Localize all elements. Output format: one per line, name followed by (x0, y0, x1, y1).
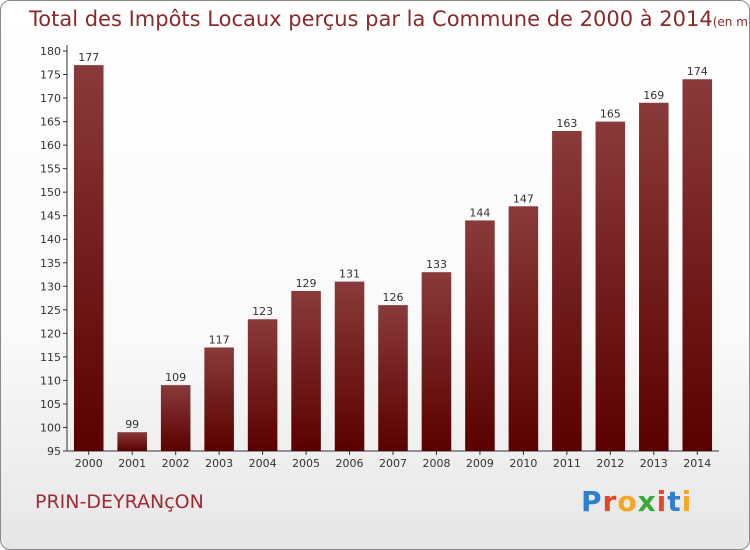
data-label: 131 (339, 268, 360, 281)
x-tick-label: 2011 (553, 457, 581, 470)
bar (160, 385, 191, 451)
y-tick-label: 180 (40, 45, 61, 58)
y-tick-label: 165 (40, 116, 61, 129)
data-label: 144 (469, 206, 490, 219)
x-tick-label: 2006 (336, 457, 364, 470)
x-tick-label: 2013 (640, 457, 668, 470)
x-tick-label: 2000 (75, 457, 103, 470)
data-label: 169 (643, 89, 664, 102)
y-tick-label: 130 (40, 280, 61, 293)
y-tick-label: 115 (40, 351, 61, 364)
data-label: 165 (600, 108, 621, 121)
chart-subtitle: (en milliers d'€) (712, 15, 750, 29)
y-tick-label: 175 (40, 69, 61, 82)
bar (204, 347, 234, 451)
y-tick-label: 170 (40, 92, 61, 105)
bar (639, 102, 669, 451)
logo-letter: i (681, 485, 693, 518)
bar (334, 281, 365, 451)
commune-label: PRIN-DEYRANçON (35, 491, 204, 513)
x-tick-label: 2003 (205, 457, 233, 470)
x-tick-label: 2005 (292, 457, 320, 470)
y-tick-label: 135 (40, 257, 61, 270)
bar (465, 220, 495, 451)
bar (291, 291, 321, 451)
x-tick-label: 2012 (596, 457, 624, 470)
bar (508, 206, 539, 451)
data-label: 109 (165, 371, 186, 384)
y-tick-label: 145 (40, 210, 61, 223)
logo-letter: i (656, 485, 668, 518)
data-label: 126 (383, 291, 404, 304)
x-tick-label: 2008 (422, 457, 450, 470)
data-label: 123 (252, 305, 273, 318)
y-tick-label: 100 (40, 421, 61, 434)
x-tick-label: 2001 (118, 457, 146, 470)
bar (595, 121, 626, 452)
data-label: 133 (426, 258, 447, 271)
chart-title: Total des Impôts Locaux perçus par la Co… (29, 7, 750, 31)
x-tick-label: 2014 (683, 457, 711, 470)
x-tick-label: 2009 (466, 457, 494, 470)
logo-letter: r (602, 485, 618, 518)
x-tick-label: 2010 (509, 457, 537, 470)
y-tick-label: 120 (40, 327, 61, 340)
bar (378, 305, 408, 451)
x-tick-label: 2004 (249, 457, 277, 470)
logo-letter: o (617, 485, 638, 518)
x-tick-label: 2002 (162, 457, 190, 470)
data-label: 129 (296, 277, 317, 290)
logo-letter: x (637, 485, 657, 518)
chart-title-text: Total des Impôts Locaux perçus par la Co… (29, 7, 713, 31)
y-tick-label: 95 (47, 445, 61, 458)
data-label: 99 (125, 418, 139, 431)
logo-letter: t (667, 485, 682, 518)
y-tick-label: 125 (40, 304, 61, 317)
y-tick-label: 105 (40, 398, 61, 411)
y-tick-label: 155 (40, 163, 61, 176)
bar (682, 79, 713, 451)
y-tick-label: 110 (40, 374, 61, 387)
data-label: 147 (513, 192, 534, 205)
data-label: 163 (556, 117, 577, 130)
y-tick-label: 140 (40, 233, 61, 246)
bar (73, 65, 104, 451)
bar (421, 272, 452, 451)
x-tick-label: 2007 (379, 457, 407, 470)
proxiti-logo: Proxiti (581, 485, 692, 518)
logo-letter: P (581, 485, 603, 518)
bar (247, 319, 278, 451)
data-label: 177 (78, 51, 99, 64)
y-tick-label: 160 (40, 139, 61, 152)
bar (552, 131, 582, 451)
y-tick-label: 150 (40, 186, 61, 199)
data-label: 174 (687, 65, 708, 78)
bar (117, 432, 147, 451)
data-label: 117 (209, 333, 230, 346)
